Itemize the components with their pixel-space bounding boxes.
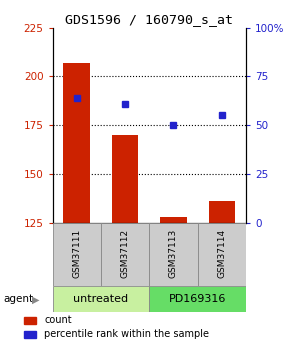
Bar [52,286,149,312]
Text: GSM37111: GSM37111 [72,228,81,278]
Text: count: count [44,315,72,325]
Bar [198,223,246,286]
Bar [112,135,138,223]
Bar [160,217,187,223]
Bar [24,317,36,324]
Bar [149,286,246,312]
Bar [208,201,235,223]
Bar [52,223,101,286]
Text: agent: agent [3,294,33,304]
Text: percentile rank within the sample: percentile rank within the sample [44,329,209,339]
Bar [24,331,36,338]
Bar [63,63,90,223]
Text: GSM37113: GSM37113 [169,228,178,278]
Bar [149,223,198,286]
Text: ▶: ▶ [32,294,39,304]
Text: GSM37112: GSM37112 [121,229,130,278]
Text: PD169316: PD169316 [169,294,226,304]
Text: GSM37114: GSM37114 [217,229,226,278]
Text: untreated: untreated [73,294,128,304]
Title: GDS1596 / 160790_s_at: GDS1596 / 160790_s_at [65,13,233,27]
Bar [101,223,149,286]
